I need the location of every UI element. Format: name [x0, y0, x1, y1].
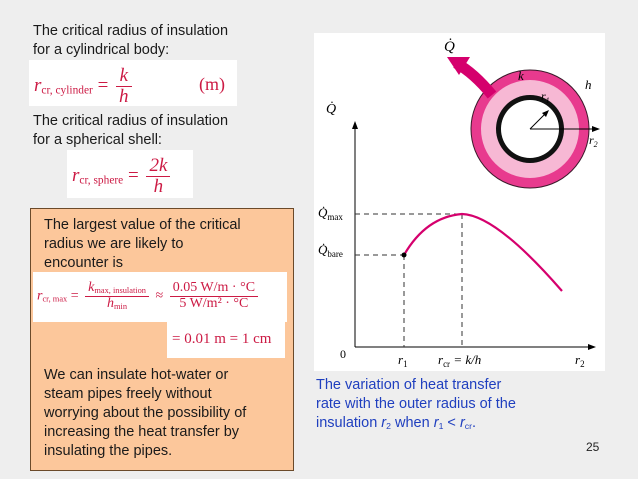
cylinder-heading: The critical radius of insulation for a …: [33, 22, 228, 60]
max-frac1-num-sub: max, insulation: [94, 286, 146, 296]
heat-rate-label: Q̇: [444, 39, 455, 55]
r1-arrowhead: [542, 110, 549, 117]
caption-line3: insulation r2 when r1 < rcr.: [316, 415, 477, 432]
critical-radius-figure: Q̇ k h r1 r2 Q̇ Q̇max Q̇bare 0 r1 rcr = …: [314, 33, 605, 371]
box-intro-line1: The largest value of the critical: [44, 217, 241, 233]
cylinder-fraction: k h: [116, 66, 132, 107]
cylinder-lhs-sub: cr, cylinder: [41, 84, 93, 97]
box-paragraph-line: steam pipes freely without: [44, 386, 212, 402]
x-r2-label: r2: [575, 352, 585, 369]
sphere-equals: =: [127, 164, 139, 186]
qbare-label: Q̇bare: [318, 242, 343, 259]
ring-r1-label: r1: [541, 89, 550, 105]
sphere-numerator: 2k: [146, 156, 171, 177]
cylinder-lhs: r: [34, 74, 42, 96]
box-paragraph-line: worrying about the possibility of: [44, 405, 247, 421]
box-paragraph: We can insulate hot-water or steam pipes…: [44, 366, 246, 461]
max-fraction-1: kmax, insulation hmin: [85, 280, 149, 312]
box-intro: The largest value of the critical radius…: [44, 216, 241, 273]
figure-caption: The variation of heat transfer rate with…: [316, 376, 596, 436]
figure-svg: Q̇ k h r1 r2 Q̇ Q̇max Q̇bare 0 r1 rcr = …: [318, 39, 600, 369]
cylinder-denominator: h: [119, 85, 129, 107]
max-frac1-num: k: [88, 280, 95, 295]
cylinder-equals: =: [97, 74, 109, 96]
cylinder-numerator: k: [116, 66, 132, 87]
sphere-lhs: r: [72, 164, 80, 186]
caption-line1: The variation of heat transfer: [316, 377, 502, 393]
origin-label: 0: [340, 347, 346, 361]
page-number: 25: [586, 440, 600, 454]
sphere-lhs-sub: cr, sphere: [79, 174, 124, 187]
sphere-heading-line1: The critical radius of insulation: [33, 113, 229, 129]
conductivity-label: k: [518, 68, 524, 83]
ring-r2-label: r2: [589, 133, 598, 149]
cylinder-heading-line1: The critical radius of insulation: [33, 23, 229, 39]
sphere-formula: rcr, sphere = 2k h: [67, 150, 193, 198]
max-frac1-den-sub: min: [114, 302, 128, 311]
box-paragraph-line: increasing the heat transfer by: [44, 424, 240, 440]
max-radius-result: = 0.01 m = 1 cm: [167, 322, 285, 358]
sphere-heading: The critical radius of insulation for a …: [33, 112, 228, 150]
sphere-denominator: h: [153, 175, 164, 197]
heat-rate-curve: [403, 212, 563, 292]
max-result-text: = 0.01 m = 1 cm: [172, 331, 272, 347]
caption-line2: rate with the outer radius of the: [316, 396, 516, 412]
cylinder-heading-line2: for a cylindrical body:: [33, 42, 170, 58]
box-intro-line3: encounter is: [44, 255, 123, 271]
box-paragraph-line: insulating the pipes.: [44, 443, 173, 459]
max-frac2-den: 5 W/m² · °C: [179, 295, 249, 311]
sphere-fraction: 2k h: [146, 156, 171, 197]
bare-point: [401, 252, 407, 258]
max-frac1-den: h: [107, 295, 115, 311]
sphere-heading-line2: for a spherical shell:: [33, 132, 162, 148]
max-equals: =: [70, 288, 79, 304]
cylinder-formula: rcr, cylinder = k h (m): [29, 60, 237, 106]
qmax-label: Q̇max: [318, 205, 343, 222]
box-paragraph-line: We can insulate hot-water or: [44, 367, 229, 383]
x-axis-arrowhead: [588, 344, 596, 350]
heat-flow-arrowhead: [447, 57, 470, 75]
r2-arrowhead: [592, 126, 600, 132]
max-lhs: r: [37, 288, 43, 304]
x-rcr-label: rcr = k/h: [438, 352, 481, 369]
max-lhs-sub: cr, max: [42, 294, 68, 304]
convection-label: h: [585, 77, 592, 92]
x-r1-label: r1: [398, 352, 408, 369]
cylinder-unit: (m): [199, 74, 225, 94]
y-axis-label: Q̇: [326, 101, 336, 117]
max-frac2-num: 0.05 W/m · °C: [169, 281, 259, 297]
box-intro-line2: radius we are likely to: [44, 236, 184, 252]
max-approx: ≈: [155, 288, 164, 304]
y-axis-arrowhead: [352, 121, 358, 129]
max-radius-formula: rcr, max = kmax, insulation hmin ≈ 0.05 …: [33, 272, 287, 322]
max-fraction-2: 0.05 W/m · °C 5 W/m² · °C: [169, 281, 259, 311]
